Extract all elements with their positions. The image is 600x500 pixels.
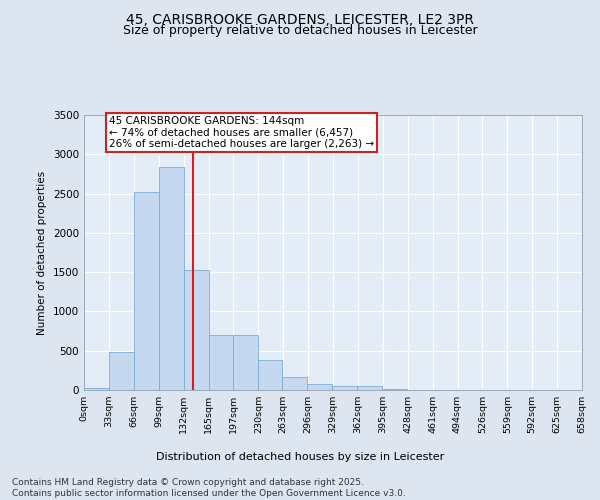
Bar xyxy=(382,389,407,390)
Text: Size of property relative to detached houses in Leicester: Size of property relative to detached ho… xyxy=(122,24,478,37)
Bar xyxy=(134,192,159,390)
Bar xyxy=(233,335,257,390)
Text: Contains HM Land Registry data © Crown copyright and database right 2025.
Contai: Contains HM Land Registry data © Crown c… xyxy=(12,478,406,498)
Bar xyxy=(109,352,134,390)
Text: Distribution of detached houses by size in Leicester: Distribution of detached houses by size … xyxy=(156,452,444,462)
Bar xyxy=(159,167,184,390)
Bar xyxy=(209,335,233,390)
Bar xyxy=(307,384,332,390)
Text: 45 CARISBROOKE GARDENS: 144sqm
← 74% of detached houses are smaller (6,457)
26% : 45 CARISBROOKE GARDENS: 144sqm ← 74% of … xyxy=(109,116,374,149)
Text: 45, CARISBROOKE GARDENS, LEICESTER, LE2 3PR: 45, CARISBROOKE GARDENS, LEICESTER, LE2 … xyxy=(126,12,474,26)
Bar xyxy=(84,388,109,390)
Y-axis label: Number of detached properties: Number of detached properties xyxy=(37,170,47,334)
Bar xyxy=(283,378,307,390)
Bar xyxy=(357,386,382,390)
Bar xyxy=(184,270,209,390)
Bar xyxy=(257,360,283,390)
Bar xyxy=(332,386,357,390)
